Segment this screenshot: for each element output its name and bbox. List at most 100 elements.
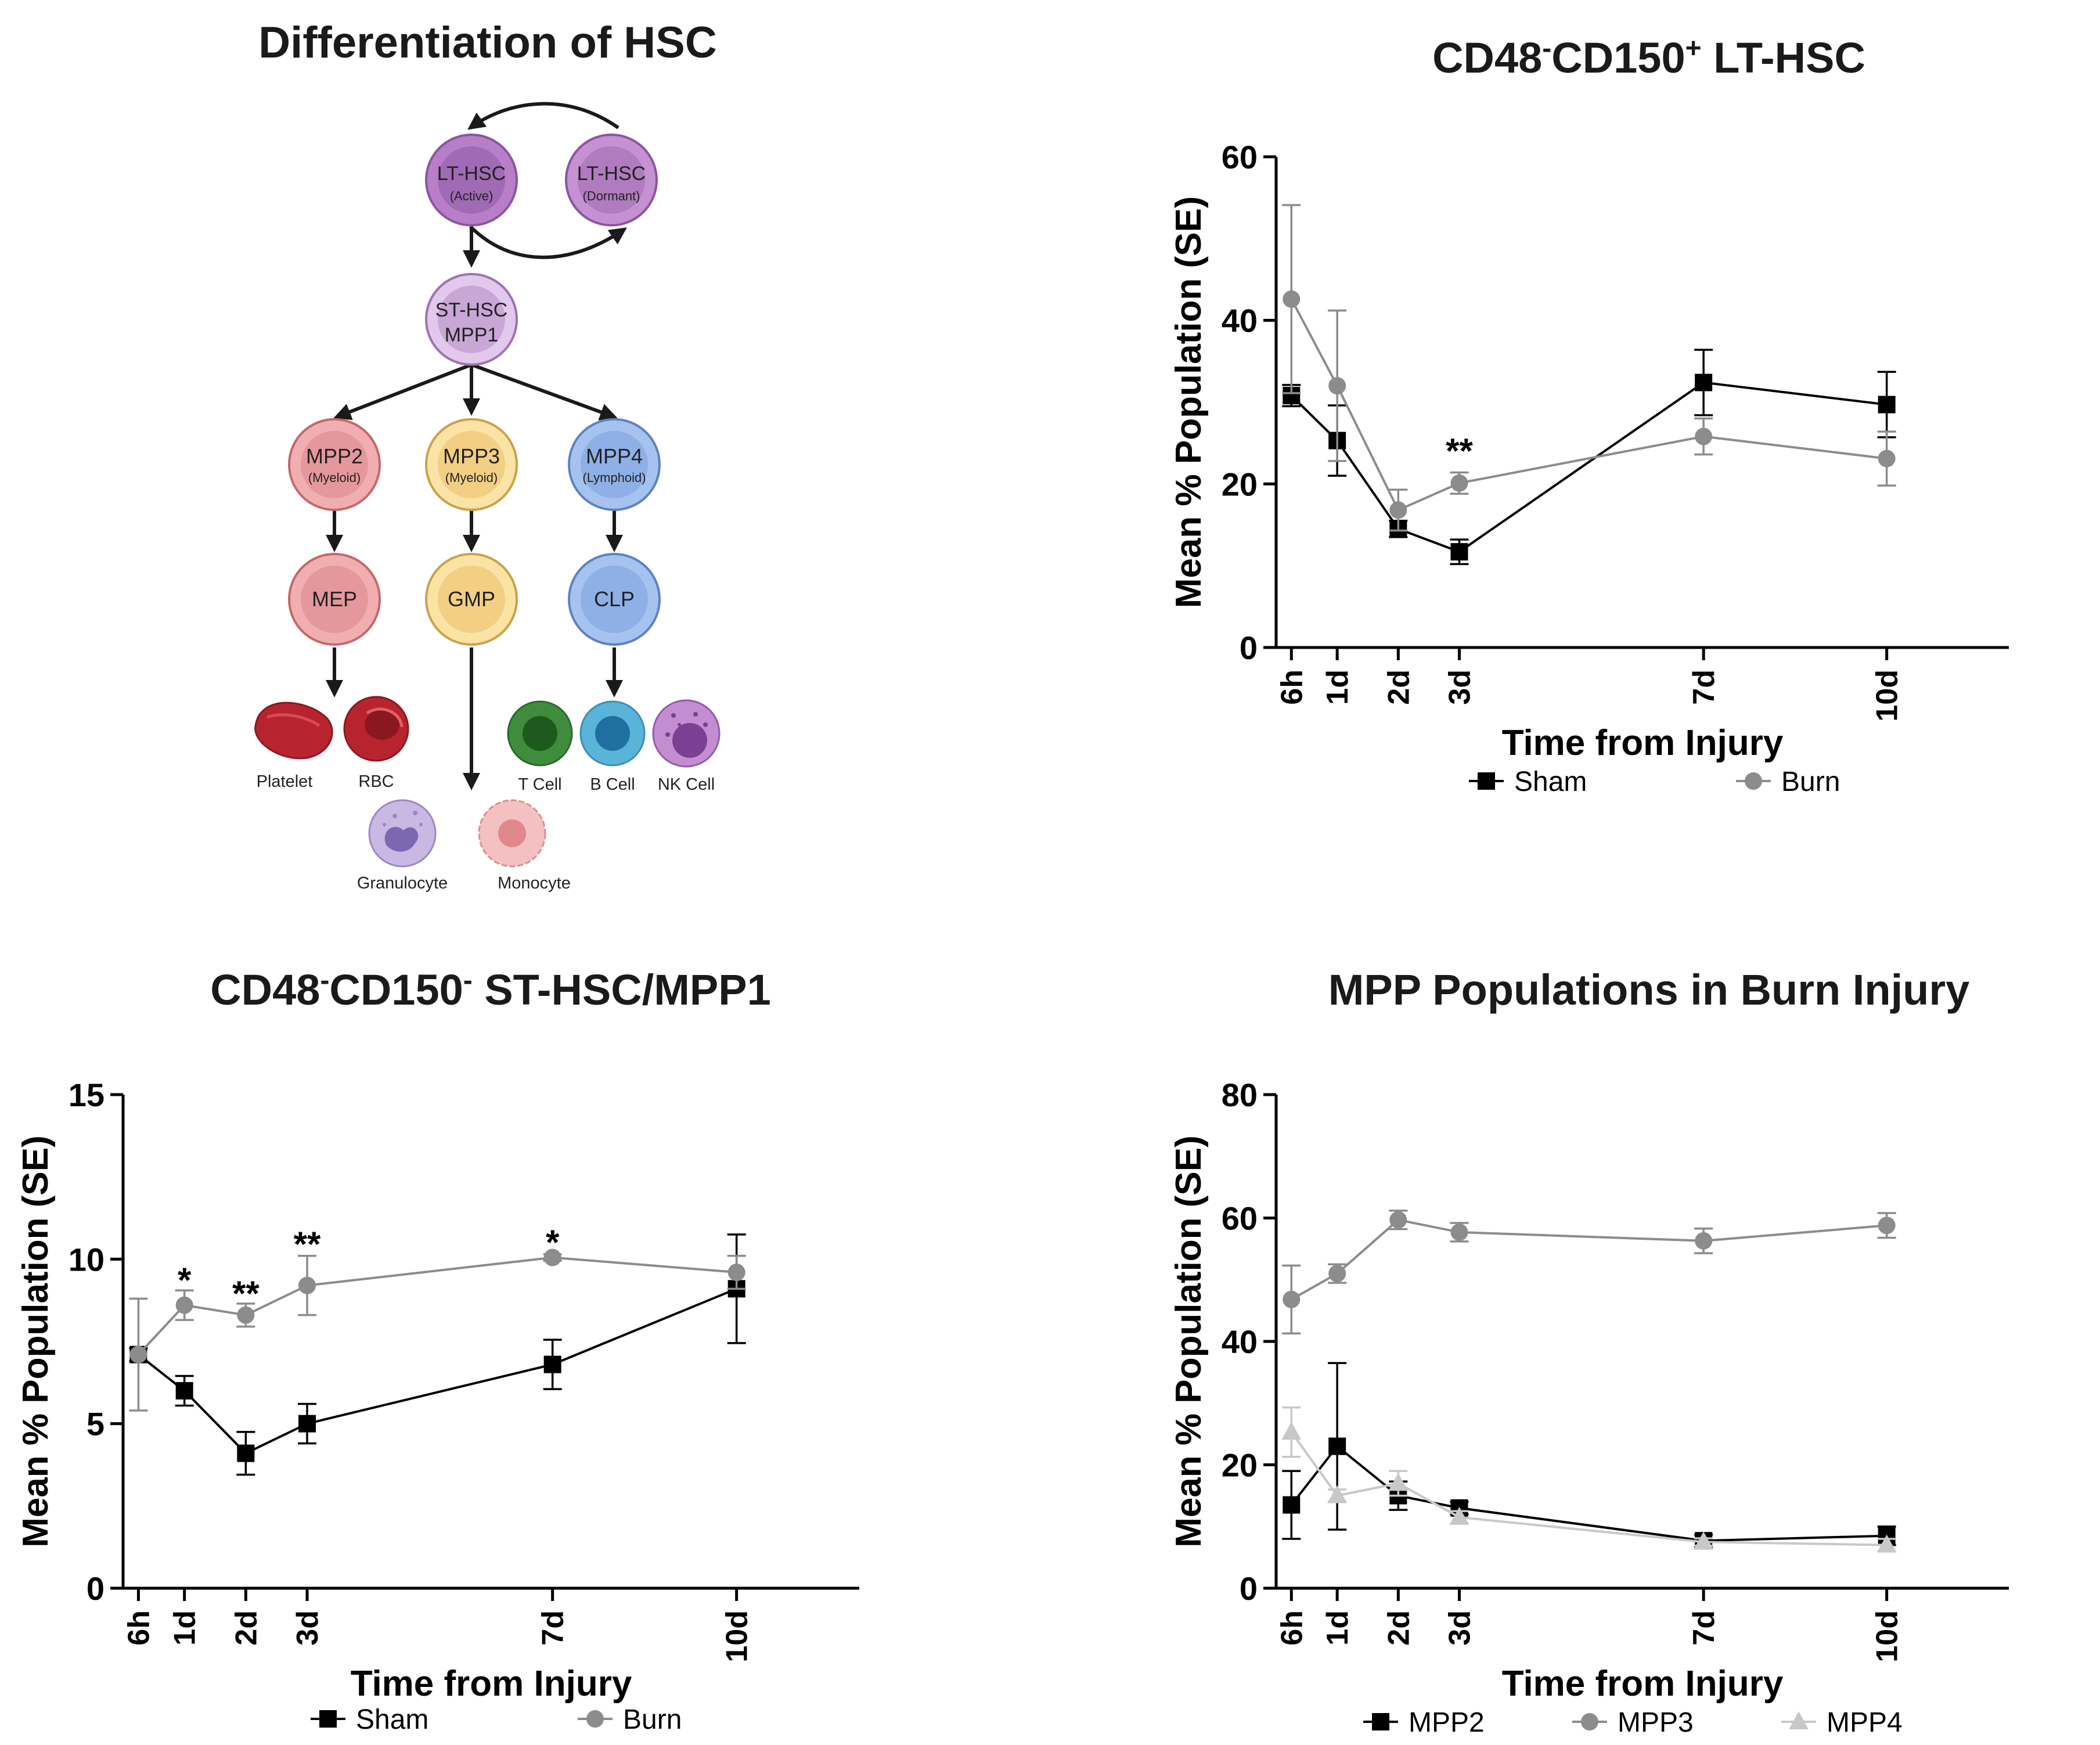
node-st-label: ST-HSC: [435, 299, 508, 321]
chart-title-part: CD150: [1551, 34, 1685, 82]
chart-title: MPP Populations in Burn Injury: [1328, 966, 1970, 1014]
y-tick-label: 20: [1222, 466, 1258, 502]
data-point: [298, 1276, 316, 1294]
x-tick-label: 6h: [122, 1610, 156, 1646]
y-axis-label: Mean % Population (SE): [16, 1135, 56, 1548]
arrow-dormant-to-active: [467, 102, 619, 130]
y-tick-label: 0: [87, 1570, 105, 1607]
y-tick-label: 5: [87, 1406, 105, 1442]
nk-cell: NK Cell: [652, 699, 721, 794]
data-point: [237, 1306, 255, 1324]
legend: Sham Burn: [1469, 767, 1840, 797]
series-mpp2: [1282, 1362, 1896, 1550]
chart-title-part: CD48: [210, 966, 320, 1014]
b-cell: B Cell: [579, 700, 646, 794]
data-point: [1878, 1217, 1896, 1235]
chart-title-part: -: [320, 965, 329, 996]
y-tick-label: 15: [69, 1077, 105, 1113]
series-line: [1291, 1218, 1887, 1301]
node-lt-dormant-sub: (Dormant): [582, 189, 640, 203]
node-lt-active-label: LT-HSC: [437, 163, 506, 185]
y-tick-label: 40: [1222, 303, 1258, 339]
node-mep: MEP: [288, 553, 381, 646]
node-mpp4-label: MPP4: [586, 444, 643, 468]
legend-label: Sham: [356, 1704, 428, 1735]
chart-title: CD48-CD150+ LT-HSC: [1432, 33, 1865, 82]
diagram-title: Differentiation of HSC: [258, 18, 717, 67]
node-gmp: GMP: [425, 553, 518, 646]
x-tick-label: 1d: [168, 1610, 202, 1646]
platelet-cell: Platelet: [254, 701, 333, 791]
arrow-st-to-mpp4: [470, 363, 618, 420]
x-tick-label: 2d: [1382, 1610, 1415, 1646]
arrow-active-to-dormant: [469, 225, 627, 260]
legend-label: MPP3: [1618, 1707, 1694, 1738]
data-point: [175, 1382, 193, 1399]
node-mpp4: MPP4 (Lymphoid): [568, 418, 661, 511]
node-st-hsc: ST-HSC MPP1: [425, 273, 518, 366]
tcell-label: T Cell: [518, 775, 561, 794]
series-mpp4: [1281, 1406, 1897, 1553]
data-point: [1695, 373, 1713, 391]
x-axis-label: Time from Injury: [1502, 1664, 1784, 1704]
y-axis-label: Mean % Population (SE): [1169, 196, 1209, 609]
x-tick-label: 1d: [1321, 1610, 1355, 1646]
chart-mpp-populations: MPP Populations in Burn Injury 0 20 40 60 80 6…: [1155, 952, 2100, 1742]
significance-marker: *: [546, 1223, 560, 1262]
data-point: [1878, 449, 1896, 467]
x-tick-label: 1d: [1321, 670, 1355, 705]
data-point: [1281, 1422, 1302, 1440]
legend: MPP2 MPP3 MPP4: [1363, 1707, 1903, 1738]
node-gmp-label: GMP: [448, 587, 495, 611]
legend-label: Burn: [1781, 767, 1840, 797]
node-mpp2-label: MPP2: [306, 444, 363, 468]
rbc-label: RBC: [358, 772, 394, 791]
data-point: [1450, 1223, 1468, 1241]
x-axis-label: Time from Injury: [1502, 723, 1784, 763]
legend-label: MPP4: [1827, 1707, 1903, 1738]
series-line: [1290, 381, 1887, 553]
data-point: [1328, 377, 1346, 395]
y-tick-label: 20: [1222, 1447, 1258, 1484]
chart-title-part: -: [463, 965, 473, 996]
series-line: [1290, 1431, 1887, 1546]
y-tick-label: 80: [1222, 1077, 1258, 1113]
granulocyte-label: Granulocyte: [357, 874, 448, 893]
series-line: [137, 1256, 737, 1356]
legend: Sham Burn: [311, 1704, 682, 1735]
data-point: [1694, 1531, 1714, 1550]
monocyte-cell: Monocyte: [478, 799, 571, 893]
legend-marker: [1789, 1711, 1809, 1729]
y-axis-label: Mean % Population (SE): [1169, 1135, 1209, 1548]
node-st-sub: MPP1: [445, 324, 499, 346]
node-lt-hsc-dormant: LT-HSC (Dormant): [565, 134, 658, 226]
legend-marker: [1478, 772, 1495, 790]
y-tick-label: 40: [1222, 1323, 1258, 1360]
x-tick-label: 7d: [1687, 670, 1721, 705]
y-tick-label: 10: [69, 1241, 105, 1278]
chart-title: CD48-CD150- ST-HSC/MPP1: [210, 965, 771, 1014]
chart-title-part: LT-HSC: [1702, 34, 1865, 82]
x-tick-label: 2d: [1382, 670, 1415, 705]
nkcell-label: NK Cell: [658, 775, 715, 794]
node-clp-label: CLP: [594, 587, 635, 611]
x-tick-label: 10d: [1871, 670, 1904, 722]
x-tick-label: 6h: [1275, 1610, 1309, 1646]
data-point: [1388, 1473, 1409, 1491]
legend-label: Sham: [1514, 767, 1587, 797]
x-tick-label: 2d: [229, 1610, 263, 1646]
legend-marker: [586, 1710, 604, 1728]
x-tick-label: 3d: [291, 1610, 325, 1646]
series-line: [1290, 298, 1887, 512]
y-tick-label: 0: [1240, 629, 1258, 666]
x-tick-label: 10d: [721, 1610, 754, 1663]
chart-title-part: CD150: [329, 966, 463, 1014]
diagram-svg: LT-HSC (Active) LT-HSC (Dormant) ST-HSC …: [254, 102, 721, 893]
y-tick-label: 60: [1222, 1200, 1258, 1237]
data-point: [298, 1415, 316, 1433]
node-clp: CLP: [568, 553, 661, 646]
data-point: [175, 1296, 193, 1314]
chart-lt-svg: CD48-CD150+ LT-HSC 0 20 40 60 6h 1d 2d 3d 7d 10d Ti…: [1169, 33, 2009, 797]
significance-marker: **: [232, 1274, 260, 1313]
